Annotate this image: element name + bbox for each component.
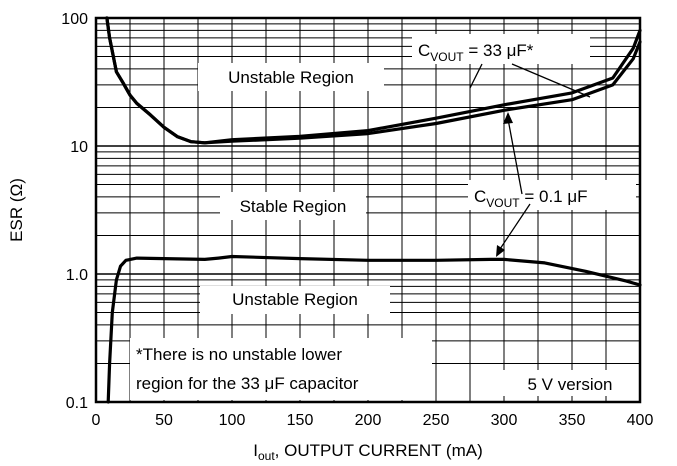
x-tick-labels: 0 50 100 150 200 250 300 350 400 — [92, 412, 654, 429]
series-label-bg-33uf — [412, 34, 590, 64]
arrowhead-01uf-lower — [496, 245, 505, 257]
x-tick-label: 250 — [423, 412, 450, 429]
region-label-stable: Stable Region — [240, 197, 347, 216]
x-tick-label: 400 — [627, 412, 654, 429]
arrow-33uf-right — [511, 63, 591, 98]
plot-frame — [94, 16, 642, 404]
y-tick-label: 0.1 — [66, 395, 88, 412]
arrowhead-01uf-upper — [503, 112, 513, 124]
x-tick-label: 100 — [219, 412, 246, 429]
y-tick-label: 100 — [61, 11, 88, 28]
x-tick-label: 350 — [559, 412, 586, 429]
x-axis-title: Iout, OUTPUT CURRENT (mA) — [253, 441, 483, 463]
x-tick-label: 50 — [155, 412, 173, 429]
series-label-bg-01uf — [468, 180, 636, 210]
series-label-01uf: CVOUT = 0.1 μF — [474, 187, 588, 210]
curves — [105, 16, 642, 404]
series-33uf-lower-curve — [105, 16, 642, 145]
x-tick-label: 0 — [92, 412, 101, 429]
arrow-01uf-lower — [497, 203, 531, 253]
region-label-lower-unstable: Unstable Region — [232, 290, 358, 309]
y-axis-title: ESR (Ω) — [7, 178, 26, 242]
region-label-upper-unstable: Unstable Region — [228, 68, 354, 87]
x-tick-label: 300 — [491, 412, 518, 429]
series-01uf-curve — [106, 254, 642, 404]
version-label: 5 V version — [527, 375, 612, 394]
note-line-2: region for the 33 μF capacitor — [136, 374, 359, 393]
x-tick-label: 150 — [287, 412, 314, 429]
arrow-33uf-left — [469, 63, 483, 89]
arrow-01uf-upper — [507, 118, 523, 195]
region-label-bg-upper — [198, 63, 384, 91]
y-tick-labels: 0.1 1.0 10 100 — [61, 11, 88, 412]
series-label-33uf: CVOUT = 33 μF* — [418, 41, 534, 64]
y-tick-label: 1.0 — [66, 267, 88, 284]
note-line-1: *There is no unstable lower — [136, 345, 342, 364]
note-box-bg — [130, 338, 432, 400]
y-tick-label: 10 — [70, 139, 88, 156]
version-label-bg — [500, 370, 630, 396]
x-tick-label: 200 — [355, 412, 382, 429]
region-label-bg-stable — [220, 192, 366, 220]
region-label-bg-lower — [200, 286, 390, 314]
